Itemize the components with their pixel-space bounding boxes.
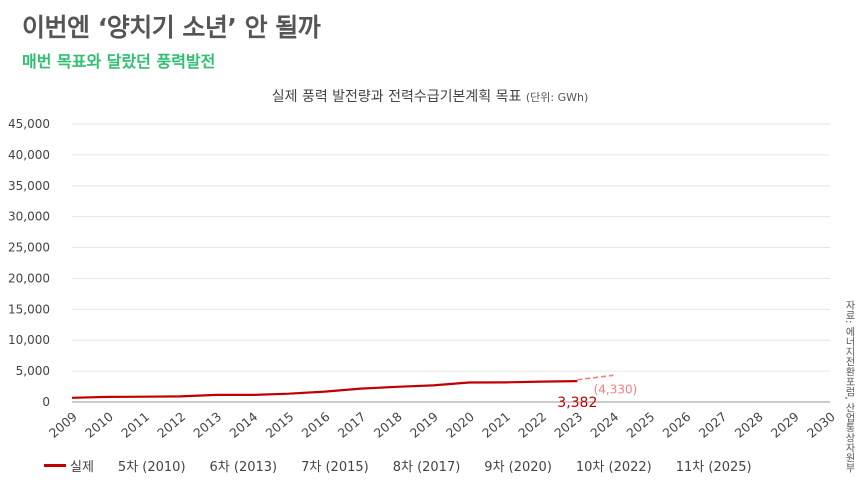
target-value-label: (4,330): [594, 382, 638, 396]
x-tick-label: 2024: [587, 409, 621, 441]
x-tick-label: 2022: [515, 409, 549, 441]
x-tick-label: 2029: [768, 409, 802, 441]
legend-item-plan-6: 6차 (2013): [210, 456, 278, 475]
legend-label: 5차 (2010): [117, 460, 186, 475]
legend: 실제 5차 (2010) 6차 (2013) 7차 (2015) 8차 (201…: [44, 456, 752, 475]
y-tick-label: 0: [42, 395, 50, 409]
subheadline: 매번 목표와 달랐던 풍력발전: [22, 52, 216, 71]
legend-item-plan-5: 5차 (2010): [118, 456, 186, 475]
x-tick-label: 2025: [623, 409, 657, 441]
legend-label: 실제: [70, 460, 94, 475]
actual-value-label: 3,382: [557, 395, 597, 411]
y-tick-label: 30,000: [8, 210, 50, 224]
chart-title: 실제 풍력 발전량과 전력수급기본계획 목표: [271, 89, 522, 105]
x-tick-label: 2016: [299, 409, 333, 441]
legend-swatch-actual: [44, 464, 66, 467]
x-tick-label: 2010: [82, 409, 116, 441]
x-tick-label: 2019: [407, 409, 441, 441]
legend-item-actual: 실제: [44, 456, 94, 475]
x-tick-label: 2017: [335, 409, 369, 441]
x-tick-label: 2018: [371, 409, 405, 441]
y-tick-label: 10,000: [8, 333, 50, 347]
legend-item-plan-9: 9차 (2020): [484, 456, 552, 475]
x-tick-label: 2023: [551, 409, 585, 441]
x-tick-label: 2011: [118, 409, 152, 441]
y-tick-label: 25,000: [8, 241, 50, 255]
x-tick-label: 2009: [46, 409, 80, 441]
legend-item-plan-8: 8차 (2017): [393, 456, 461, 475]
x-tick-label: 2026: [660, 409, 694, 441]
series-line-actual: [71, 380, 578, 399]
legend-label: 9차 (2020): [484, 460, 552, 475]
chart-unit-note: (단위: GWh): [525, 91, 589, 104]
x-tick-label: 2030: [804, 409, 838, 441]
legend-label: 7차 (2015): [301, 460, 369, 475]
legend-label: 8차 (2017): [392, 460, 461, 475]
x-tick-label: 2027: [696, 409, 730, 441]
headline: 이번엔 ‘양치기 소년’ 안 될까: [22, 13, 321, 42]
y-tick-label: 20,000: [8, 271, 50, 285]
legend-label: 11차 (2025): [675, 460, 752, 475]
x-tick-label: 2021: [479, 409, 513, 441]
source-note: 자료: 에너지전환포럼, 산업통상자원부: [843, 300, 854, 473]
x-tick-label: 2015: [262, 409, 296, 441]
y-tick-label: 15,000: [8, 302, 50, 316]
legend-item-plan-10: 10차 (2022): [576, 456, 652, 475]
legend-label: 6차 (2013): [209, 460, 278, 475]
chart-title-block: 실제 풍력 발전량과 전력수급기본계획 목표 (단위: GWh): [0, 86, 860, 106]
x-tick-label: 2014: [226, 409, 260, 441]
legend-item-plan-11: 11차 (2025): [676, 456, 752, 475]
y-tick-label: 35,000: [8, 179, 50, 193]
target-line-dashed: [577, 374, 614, 381]
y-tick-label: 40,000: [8, 148, 50, 162]
x-tick-label: 2020: [443, 409, 477, 441]
x-tick-label: 2028: [732, 409, 766, 441]
y-tick-label: 45,000: [8, 117, 50, 131]
legend-label: 10차 (2022): [575, 460, 652, 475]
x-tick-label: 2013: [190, 409, 224, 441]
y-tick-label: 5,000: [16, 364, 50, 378]
x-tick-label: 2012: [154, 409, 188, 441]
legend-item-plan-7: 7차 (2015): [301, 456, 369, 475]
